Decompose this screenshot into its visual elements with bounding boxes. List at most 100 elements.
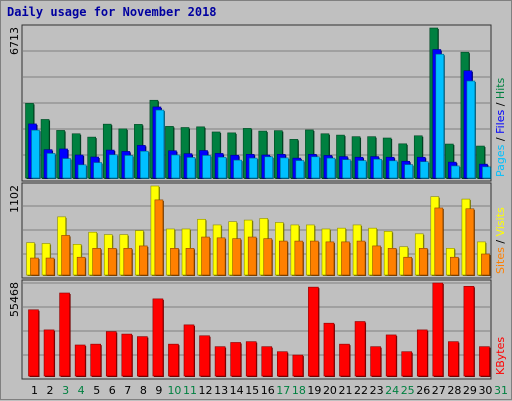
bar-sites-day-10 bbox=[170, 248, 179, 276]
bar-pages-day-13 bbox=[217, 156, 227, 179]
x-tick-label-day-8: 8 bbox=[140, 384, 147, 397]
bar-sites-day-9 bbox=[154, 199, 164, 276]
bar-pages-day-28 bbox=[451, 165, 460, 179]
legend-visits-sites: Sites / Visits bbox=[494, 207, 507, 274]
bar-kbytes-day-12 bbox=[199, 335, 210, 377]
bar-sites-day-23 bbox=[372, 245, 381, 276]
bar-sites-day-4 bbox=[76, 256, 86, 276]
bar-pages-day-12 bbox=[202, 155, 211, 179]
bar-sites-day-24 bbox=[387, 248, 397, 276]
bar-sites-day-1 bbox=[30, 257, 39, 276]
bar-kbytes-day-4 bbox=[74, 344, 86, 377]
bar-kbytes-day-11 bbox=[183, 324, 195, 377]
bar-kbytes-day-18 bbox=[292, 354, 304, 377]
x-tick-label-day-25: 25 bbox=[401, 384, 415, 397]
bar-pages-day-29 bbox=[466, 80, 476, 179]
bar-sites-day-12 bbox=[201, 236, 210, 276]
bar-kbytes-day-14 bbox=[230, 342, 241, 377]
x-tick-label-day-26: 26 bbox=[416, 384, 430, 397]
legend-separator: / bbox=[494, 99, 507, 110]
bar-kbytes-day-10 bbox=[168, 343, 179, 377]
bar-sites-day-13 bbox=[216, 237, 226, 276]
bar-kbytes-day-5 bbox=[90, 343, 101, 377]
bar-sites-day-28 bbox=[450, 256, 459, 276]
bar-pages-day-30 bbox=[482, 166, 491, 179]
bar-kbytes-day-2 bbox=[43, 329, 55, 377]
x-tick-label-day-21: 21 bbox=[339, 384, 353, 397]
x-tick-label-day-12: 12 bbox=[199, 384, 213, 397]
bar-sites-day-7 bbox=[123, 248, 133, 276]
bar-sites-day-8 bbox=[139, 245, 148, 276]
bar-sites-day-16 bbox=[263, 238, 273, 276]
x-tick-label-day-17: 17 bbox=[276, 384, 290, 397]
bar-sites-day-29 bbox=[465, 208, 475, 276]
bar-kbytes-day-7 bbox=[121, 333, 133, 377]
bar-sites-day-18 bbox=[294, 240, 304, 276]
x-tick-label-day-9: 9 bbox=[155, 384, 162, 397]
chart-title: Daily usage for November 2018 bbox=[7, 5, 217, 19]
x-tick-label-day-18: 18 bbox=[292, 384, 306, 397]
x-tick-label-day-19: 19 bbox=[307, 384, 321, 397]
bar-sites-day-5 bbox=[92, 248, 101, 276]
bar-kbytes-day-1 bbox=[28, 309, 39, 377]
ymax-label: 6713 bbox=[8, 27, 21, 55]
x-tick-label-day-20: 20 bbox=[323, 384, 337, 397]
x-tick-label-day-15: 15 bbox=[245, 384, 259, 397]
bar-pages-day-11 bbox=[186, 157, 196, 179]
ymax-label: 1102 bbox=[8, 185, 21, 213]
x-tick-label-day-23: 23 bbox=[370, 384, 384, 397]
x-tick-label-day-11: 11 bbox=[183, 384, 197, 397]
bar-kbytes-day-21 bbox=[339, 343, 350, 377]
bar-kbytes-day-19 bbox=[308, 286, 319, 377]
legend-pages: Pages bbox=[494, 144, 507, 177]
legend-visits: Visits bbox=[494, 207, 507, 236]
bar-kbytes-day-13 bbox=[214, 346, 226, 377]
bar-kbytes-day-22 bbox=[354, 321, 366, 377]
legend-files: Files bbox=[494, 110, 507, 134]
bar-pages-day-5 bbox=[93, 162, 102, 179]
bar-pages-day-9 bbox=[155, 109, 165, 179]
bar-sites-day-2 bbox=[45, 257, 55, 276]
x-tick-label-day-22: 22 bbox=[354, 384, 368, 397]
bar-pages-day-24 bbox=[388, 160, 398, 179]
bar-pages-day-27 bbox=[435, 53, 445, 179]
bar-pages-day-20 bbox=[326, 157, 336, 179]
legend-hits-files-pages: Pages / Files / Hits bbox=[494, 77, 507, 177]
bar-kbytes-day-29 bbox=[463, 285, 475, 377]
x-tick-label-day-24: 24 bbox=[385, 384, 399, 397]
bar-kbytes-day-27 bbox=[432, 282, 444, 377]
bar-sites-day-25 bbox=[403, 256, 413, 276]
bar-kbytes-day-20 bbox=[323, 322, 335, 377]
legend-sites: Sites bbox=[494, 247, 507, 274]
bar-kbytes-day-16 bbox=[261, 346, 273, 377]
bar-sites-day-14 bbox=[232, 238, 241, 276]
bar-sites-day-22 bbox=[356, 240, 366, 276]
x-tick-label-day-3: 3 bbox=[62, 384, 69, 397]
x-tick-label-day-1: 1 bbox=[31, 384, 38, 397]
bar-pages-day-10 bbox=[171, 154, 180, 179]
x-tick-label-day-28: 28 bbox=[447, 384, 461, 397]
bar-kbytes-day-8 bbox=[137, 336, 148, 377]
bar-pages-day-1 bbox=[31, 129, 40, 179]
legend-kbytes: KBytes bbox=[494, 337, 507, 375]
bar-sites-day-11 bbox=[185, 248, 195, 276]
ymax-label: 55468 bbox=[8, 282, 21, 317]
x-tick-label-day-7: 7 bbox=[124, 384, 131, 397]
bar-sites-day-26 bbox=[418, 248, 428, 276]
bar-sites-day-20 bbox=[325, 241, 335, 276]
bar-kbytes-day-28 bbox=[448, 341, 459, 377]
bar-sites-day-15 bbox=[247, 236, 257, 276]
bar-pages-day-19 bbox=[311, 156, 320, 179]
bar-sites-day-17 bbox=[278, 240, 288, 276]
bar-pages-day-3 bbox=[62, 158, 71, 179]
bar-kbytes-day-26 bbox=[416, 329, 428, 377]
bar-kbytes-day-9 bbox=[152, 298, 164, 377]
bar-pages-day-25 bbox=[404, 164, 414, 179]
x-tick-label-day-16: 16 bbox=[261, 384, 275, 397]
legend-separator: / bbox=[494, 134, 507, 145]
x-tick-label-day-29: 29 bbox=[463, 384, 477, 397]
x-tick-label-day-14: 14 bbox=[230, 384, 244, 397]
bar-kbytes-day-24 bbox=[385, 334, 397, 377]
